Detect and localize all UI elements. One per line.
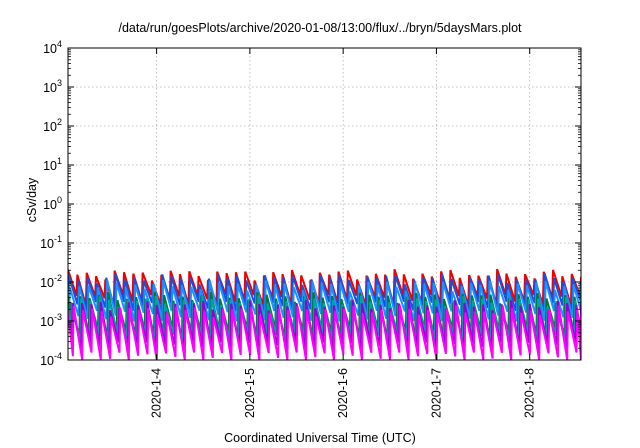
y-tick-label: 103 xyxy=(43,78,62,95)
chart-title: /data/run/goesPlots/archive/2020-01-08/1… xyxy=(118,21,522,35)
y-tick-label: 100 xyxy=(43,195,62,212)
x-tick-label: 2020-1-7 xyxy=(429,368,443,418)
series-line-red xyxy=(68,268,581,306)
y-tick-label: 10-4 xyxy=(40,351,62,368)
series-line-light-blue xyxy=(68,279,581,322)
series-group xyxy=(68,268,581,360)
x-tick-label: 2020-1-8 xyxy=(523,368,537,418)
x-axis-label: Coordinated Universal Time (UTC) xyxy=(224,431,416,445)
x-tick-label: 2020-1-6 xyxy=(336,368,350,418)
y-tick-label: 102 xyxy=(43,117,62,134)
x-tick-label: 2020-1-4 xyxy=(150,368,164,418)
y-tick-label: 10-3 xyxy=(40,312,62,329)
y-tick-label: 104 xyxy=(43,39,62,56)
axis-ticks: 10-4 10-3 10-2 10-1 100 101 102 103 104 2020-1-4 2… xyxy=(40,39,581,418)
x-tick-label: 2020-1-5 xyxy=(243,368,257,418)
plot-frame xyxy=(67,47,582,361)
y-tick-label: 10-1 xyxy=(40,234,62,251)
series-line-magenta xyxy=(68,305,581,360)
y-tick-label: 101 xyxy=(43,156,62,173)
series-line-dark-blue xyxy=(68,273,581,313)
y-tick-label: 10-2 xyxy=(40,273,62,290)
